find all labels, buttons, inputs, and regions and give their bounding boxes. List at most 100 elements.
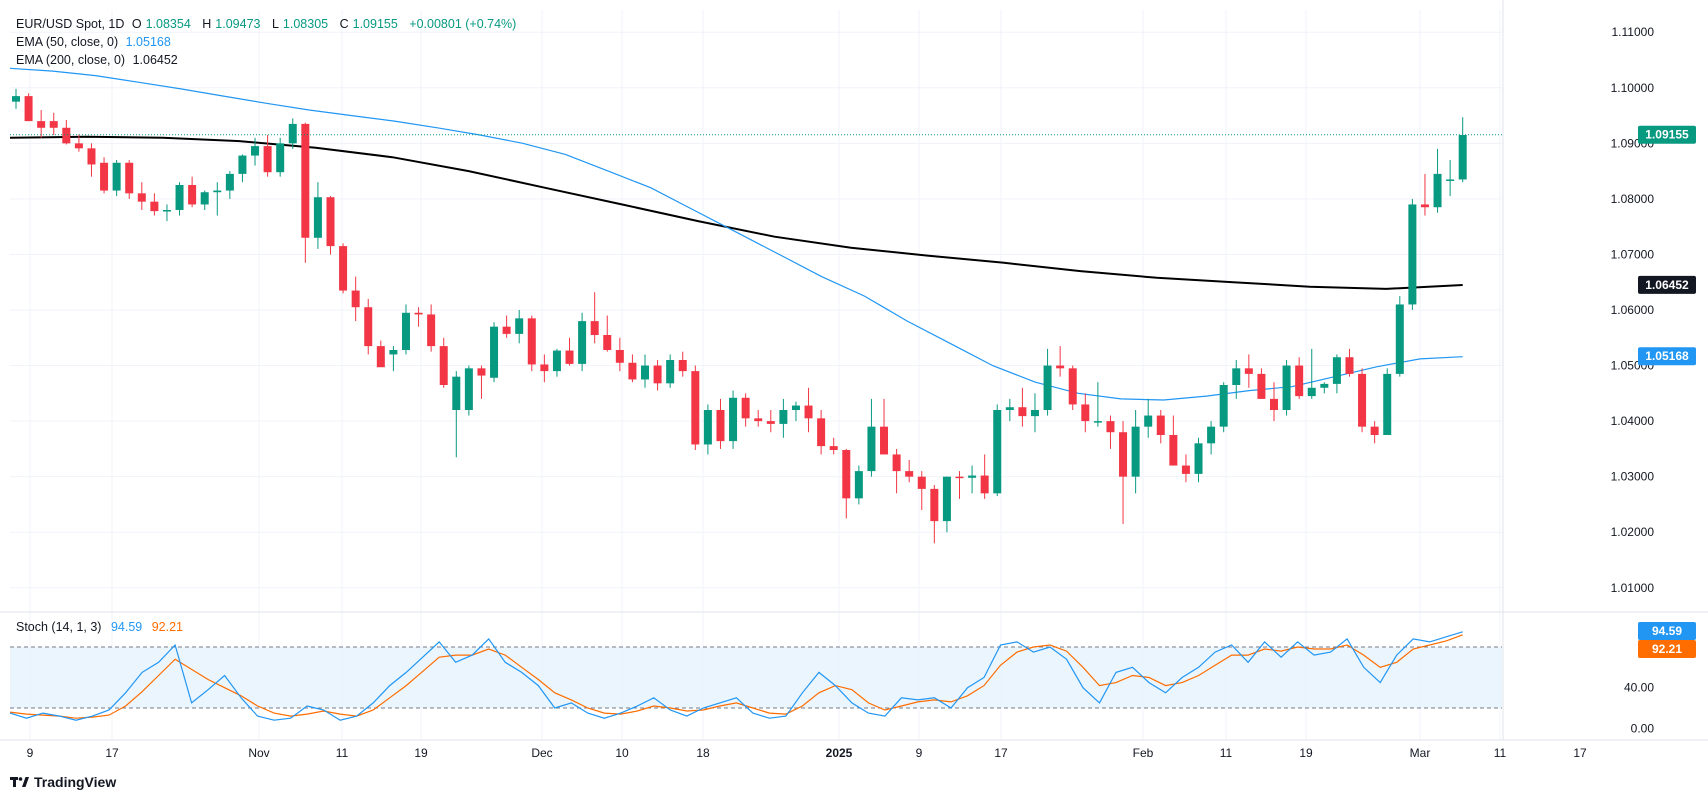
candle-body (590, 321, 599, 335)
ema50-label: EMA (50, close, 0) (16, 35, 119, 49)
candle-body (1307, 387, 1316, 397)
price-axis-label: 1.01000 (1611, 581, 1655, 595)
last-price-badge-bg (1638, 125, 1696, 144)
candle-body (364, 307, 373, 347)
candle-body (1332, 357, 1341, 384)
time-axis-label: Feb (1133, 746, 1154, 760)
price-axis-label: 1.08000 (1611, 192, 1655, 206)
high-label: H (202, 17, 212, 31)
candle-body (100, 162, 109, 191)
candle-body (791, 405, 800, 410)
stoch-band (10, 646, 1502, 709)
candle-body (1181, 465, 1190, 474)
candle-body (1395, 304, 1404, 374)
ema200-label: EMA (200, close, 0) (16, 53, 126, 67)
candle-body (288, 123, 297, 144)
stoch-legend[interactable]: Stoch (14, 1, 3) 94.59 92.21 (16, 620, 189, 634)
time-axis-label: Nov (248, 746, 269, 760)
ema200-badge-bg (1638, 275, 1696, 294)
price-axis-label: 1.07000 (1611, 247, 1655, 261)
candle-body (464, 368, 473, 410)
candle-body (867, 426, 876, 472)
low-value: 1.08305 (282, 17, 329, 31)
stoch-d-path (9, 634, 1463, 719)
candle-body (993, 410, 1002, 494)
candle-body (716, 410, 725, 442)
candle-body (1005, 407, 1014, 410)
candle-body (729, 397, 738, 442)
candle-body (527, 318, 536, 365)
candle-body (225, 173, 234, 191)
candle-body (162, 210, 171, 212)
candle-body (276, 143, 285, 173)
candle-body (804, 405, 813, 419)
grid (0, 0, 1708, 741)
candle-body (754, 418, 763, 422)
candle-body (854, 471, 863, 499)
candle-body (1270, 398, 1278, 410)
close-value: 1.09155 (352, 17, 398, 31)
candle-body (829, 446, 838, 450)
candle-body (1295, 365, 1304, 397)
candle-body (942, 476, 951, 522)
candle-body (817, 418, 826, 447)
stoch-axis-label: 40.00 (1624, 681, 1654, 695)
time-axis-label: 11 (1494, 746, 1507, 760)
stoch-d-value: 92.21 (151, 620, 183, 634)
candle-body (515, 318, 524, 334)
candle-body (251, 146, 260, 156)
high-value: 1.09473 (215, 17, 261, 31)
time-axis-label: Dec (531, 746, 552, 760)
candle-body (175, 185, 184, 210)
ema50-line (9, 67, 1463, 401)
candle-body (1232, 368, 1241, 385)
candle-body (351, 290, 360, 308)
candle-body (1018, 407, 1027, 417)
candle-body (766, 421, 775, 424)
candle-body (376, 346, 385, 368)
candle-body (263, 146, 272, 173)
candle-body (301, 123, 310, 238)
candle-body (427, 314, 436, 347)
candle-body (401, 312, 410, 350)
ema200-legend[interactable]: EMA (200, close, 0) 1.06452 (16, 51, 182, 69)
candle-body (389, 350, 398, 355)
ema50-value: 1.05168 (125, 35, 171, 49)
ema50-path (9, 67, 1463, 401)
candle-body (741, 397, 750, 419)
price-axis-label: 1.02000 (1611, 525, 1655, 539)
ema200-value: 1.06452 (132, 53, 178, 67)
candle-body (1458, 135, 1467, 180)
candle-body (565, 350, 574, 364)
candle-body (439, 346, 448, 385)
candle-body (74, 143, 83, 149)
candle-body (1358, 373, 1367, 427)
stoch-lines (9, 631, 1463, 721)
price-axis-label: 1.04000 (1611, 414, 1655, 428)
candle-body (238, 155, 247, 174)
tradingview-brand[interactable]: TradingView (10, 774, 116, 790)
candle-body (968, 475, 977, 478)
low-label: L (271, 17, 279, 31)
candle-body (641, 365, 649, 380)
candle-body (200, 192, 209, 205)
candle-body (49, 121, 58, 128)
candle-body (1144, 415, 1153, 427)
candle-body (615, 350, 624, 363)
candle-body (137, 193, 146, 202)
candle-body (1370, 426, 1379, 435)
time-axis-label: 11 (1220, 746, 1233, 760)
candle-body (703, 410, 712, 445)
price-axis-label: 1.11000 (1612, 25, 1655, 39)
ema50-legend[interactable]: EMA (50, close, 0) 1.05168 (16, 33, 175, 51)
stoch-axis-label: 0.00 (1631, 721, 1655, 735)
candle-body (213, 190, 222, 193)
time-axis-label: 10 (615, 746, 629, 760)
candle-body (917, 476, 926, 489)
time-axis-label: 9 (27, 746, 34, 760)
header-legend: EUR/USD Spot, 1D O 1.08354 H 1.09473 L 1.08… (16, 15, 520, 33)
candles (12, 88, 1467, 544)
candle-body (1119, 432, 1128, 477)
candle-body (1383, 373, 1392, 435)
